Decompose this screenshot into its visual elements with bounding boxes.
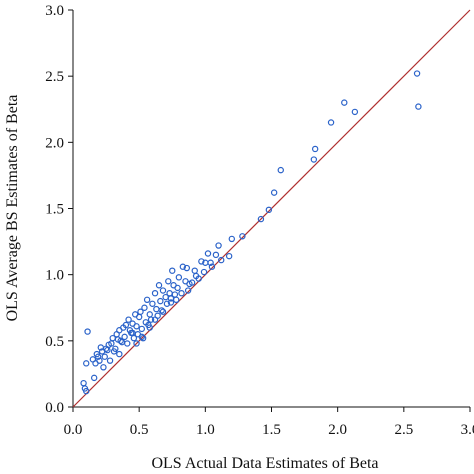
y-tick-label: 0.5 bbox=[45, 334, 64, 350]
y-tick-label: 2.5 bbox=[45, 69, 64, 85]
x-axis-title: OLS Actual Data Estimates of Beta bbox=[151, 455, 378, 472]
data-point bbox=[311, 145, 319, 153]
data-point bbox=[157, 297, 164, 305]
data-point bbox=[149, 300, 156, 307]
x-tick-label: 0.0 bbox=[64, 422, 83, 438]
data-point bbox=[166, 289, 173, 297]
data-point bbox=[80, 379, 87, 387]
data-point bbox=[198, 258, 205, 265]
data-point bbox=[265, 206, 273, 214]
x-tick-label: 2.0 bbox=[328, 422, 347, 438]
data-point bbox=[106, 357, 114, 364]
data-point bbox=[212, 251, 220, 259]
data-point bbox=[175, 274, 183, 281]
data-point bbox=[84, 328, 91, 335]
data-point bbox=[277, 166, 284, 174]
data-point bbox=[90, 374, 98, 382]
data-point bbox=[117, 337, 124, 345]
data-point bbox=[83, 360, 90, 367]
data-point bbox=[122, 321, 130, 329]
data-point bbox=[228, 235, 235, 243]
x-tick-label: 3.0 bbox=[461, 422, 474, 438]
data-point bbox=[133, 340, 140, 347]
data-point bbox=[147, 316, 155, 323]
data-point bbox=[112, 345, 119, 352]
y-tick-label: 3.0 bbox=[45, 3, 64, 19]
data-point bbox=[125, 316, 132, 323]
data-point bbox=[169, 267, 176, 274]
data-point bbox=[167, 299, 175, 306]
data-point bbox=[173, 296, 180, 304]
data-point bbox=[118, 338, 126, 346]
data-point bbox=[218, 256, 225, 264]
x-ticks: 0.0 0.5 1.0 1.5 2.0 2.5 3.0 bbox=[64, 407, 474, 438]
data-point bbox=[208, 263, 216, 270]
data-point bbox=[327, 119, 335, 126]
y-tick-label: 1.0 bbox=[45, 268, 64, 284]
y-ticks: 0.0 0.5 1.0 1.5 2.0 2.5 3.0 bbox=[45, 3, 73, 416]
data-point bbox=[135, 313, 143, 321]
data-point bbox=[94, 353, 102, 360]
data-point bbox=[129, 329, 136, 337]
data-point bbox=[415, 103, 422, 110]
data-point bbox=[151, 316, 159, 323]
data-point bbox=[179, 263, 187, 270]
x-tick-label: 1.5 bbox=[262, 422, 281, 438]
data-point bbox=[191, 267, 198, 274]
data-point bbox=[183, 264, 191, 272]
data-point bbox=[139, 334, 147, 342]
x-tick-label: 1.0 bbox=[196, 422, 215, 438]
x-tick-label: 2.5 bbox=[394, 422, 413, 438]
data-point bbox=[159, 287, 167, 294]
data-point bbox=[146, 311, 153, 318]
data-point bbox=[351, 108, 359, 116]
data-point bbox=[133, 323, 140, 330]
data-point bbox=[257, 215, 265, 223]
y-axis-title: OLS Average BS Estimates of Beta bbox=[4, 95, 21, 322]
data-point bbox=[163, 300, 171, 307]
data-point bbox=[116, 350, 123, 358]
data-point bbox=[143, 296, 151, 304]
data-point bbox=[104, 346, 111, 354]
data-point bbox=[124, 340, 131, 347]
data-point bbox=[158, 307, 165, 314]
data-point bbox=[178, 289, 185, 297]
data-point bbox=[165, 278, 172, 285]
data-point bbox=[101, 353, 108, 360]
y-tick-label: 0.0 bbox=[45, 400, 64, 416]
data-point bbox=[153, 305, 160, 313]
data-point bbox=[207, 259, 214, 266]
data-point bbox=[341, 99, 348, 106]
data-point bbox=[174, 284, 181, 292]
data-point bbox=[270, 189, 278, 196]
x-tick-label: 0.5 bbox=[130, 422, 149, 438]
data-point bbox=[121, 333, 128, 341]
data-point bbox=[146, 324, 153, 331]
data-point bbox=[137, 308, 144, 315]
data-point bbox=[310, 156, 318, 163]
data-points bbox=[80, 70, 422, 395]
data-point bbox=[151, 289, 159, 297]
data-point bbox=[171, 291, 179, 298]
y-tick-label: 2.0 bbox=[45, 135, 64, 151]
data-point bbox=[204, 250, 212, 257]
y-tick-label: 1.5 bbox=[45, 202, 64, 218]
data-point bbox=[83, 387, 90, 395]
data-point bbox=[96, 357, 103, 364]
data-point bbox=[188, 279, 196, 286]
data-point bbox=[225, 252, 233, 260]
data-point bbox=[141, 304, 148, 311]
data-point bbox=[138, 325, 146, 333]
data-point bbox=[200, 268, 208, 276]
data-point bbox=[195, 275, 202, 282]
data-point bbox=[413, 70, 421, 77]
data-point bbox=[239, 233, 246, 240]
data-point bbox=[184, 287, 192, 294]
data-point bbox=[138, 333, 146, 341]
data-point bbox=[155, 282, 163, 289]
data-point bbox=[159, 308, 167, 315]
data-point bbox=[100, 364, 107, 371]
data-point bbox=[215, 242, 222, 249]
